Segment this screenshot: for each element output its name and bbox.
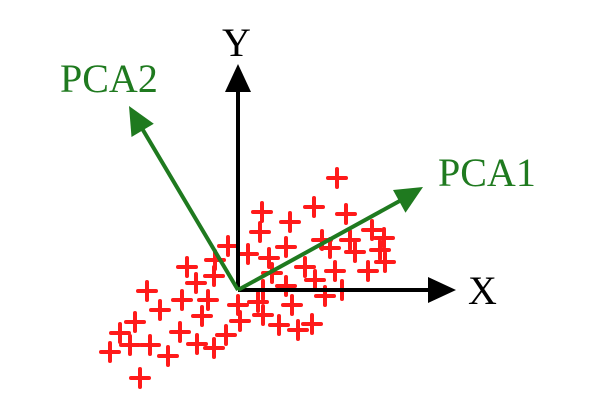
data-point-38 xyxy=(229,310,251,332)
data-point-51 xyxy=(369,239,391,261)
y-axis-label: Y xyxy=(222,20,251,65)
data-point-39 xyxy=(252,304,274,326)
data-point-43 xyxy=(186,333,208,355)
data-point-17 xyxy=(303,196,325,218)
data-point-10 xyxy=(191,305,213,327)
data-point-34 xyxy=(294,256,316,278)
x-axis-label: X xyxy=(468,268,497,313)
y-axis: Y xyxy=(222,20,251,290)
data-point-5 xyxy=(124,311,146,333)
data-point-47 xyxy=(275,275,297,297)
data-point-27 xyxy=(301,313,323,335)
data-point-49 xyxy=(339,229,361,251)
data-point-18 xyxy=(326,167,348,189)
data-point-29 xyxy=(324,260,346,282)
data-point-3 xyxy=(139,334,161,356)
pca2-vector: PCA2 xyxy=(60,56,240,292)
data-point-26 xyxy=(287,319,309,341)
data-point-52 xyxy=(374,251,396,273)
pca1-label: PCA1 xyxy=(438,150,536,195)
data-point-44 xyxy=(149,299,171,321)
data-point-11 xyxy=(203,337,225,359)
data-point-23 xyxy=(247,291,269,313)
data-point-9 xyxy=(176,256,198,278)
y-axis-arrowhead xyxy=(225,64,251,92)
pca1-line xyxy=(237,196,406,292)
pca1-vector: PCA1 xyxy=(237,150,536,292)
data-point-30 xyxy=(344,241,366,263)
data-points xyxy=(99,167,396,389)
data-point-15 xyxy=(251,201,273,223)
data-point-4 xyxy=(157,345,179,367)
data-point-1 xyxy=(99,341,121,363)
data-point-14 xyxy=(237,243,259,265)
x-axis-arrowhead xyxy=(428,277,456,303)
data-point-41 xyxy=(215,324,237,346)
pca2-arrowhead xyxy=(129,106,154,137)
data-point-16 xyxy=(279,211,301,233)
data-point-37 xyxy=(249,221,271,243)
data-point-8 xyxy=(171,289,193,311)
data-point-42 xyxy=(197,289,219,311)
data-point-19 xyxy=(335,203,357,225)
data-point-35 xyxy=(275,236,297,258)
pca2-label: PCA2 xyxy=(60,56,158,101)
pca1-arrowhead xyxy=(393,187,423,213)
data-point-36 xyxy=(258,247,280,269)
pca2-line xyxy=(138,123,240,292)
data-point-20 xyxy=(361,219,383,241)
data-point-31 xyxy=(357,260,379,282)
data-point-32 xyxy=(304,269,326,291)
data-point-45 xyxy=(119,334,141,356)
data-point-40 xyxy=(268,314,290,336)
data-point-25 xyxy=(281,294,303,316)
data-point-6 xyxy=(136,280,158,302)
data-point-46 xyxy=(109,322,131,344)
data-point-2 xyxy=(129,367,151,389)
data-point-7 xyxy=(169,321,191,343)
data-point-13 xyxy=(217,235,239,257)
x-axis: X xyxy=(238,268,497,313)
data-point-24 xyxy=(227,294,249,316)
data-point-54 xyxy=(185,272,207,294)
data-point-21 xyxy=(373,227,395,249)
